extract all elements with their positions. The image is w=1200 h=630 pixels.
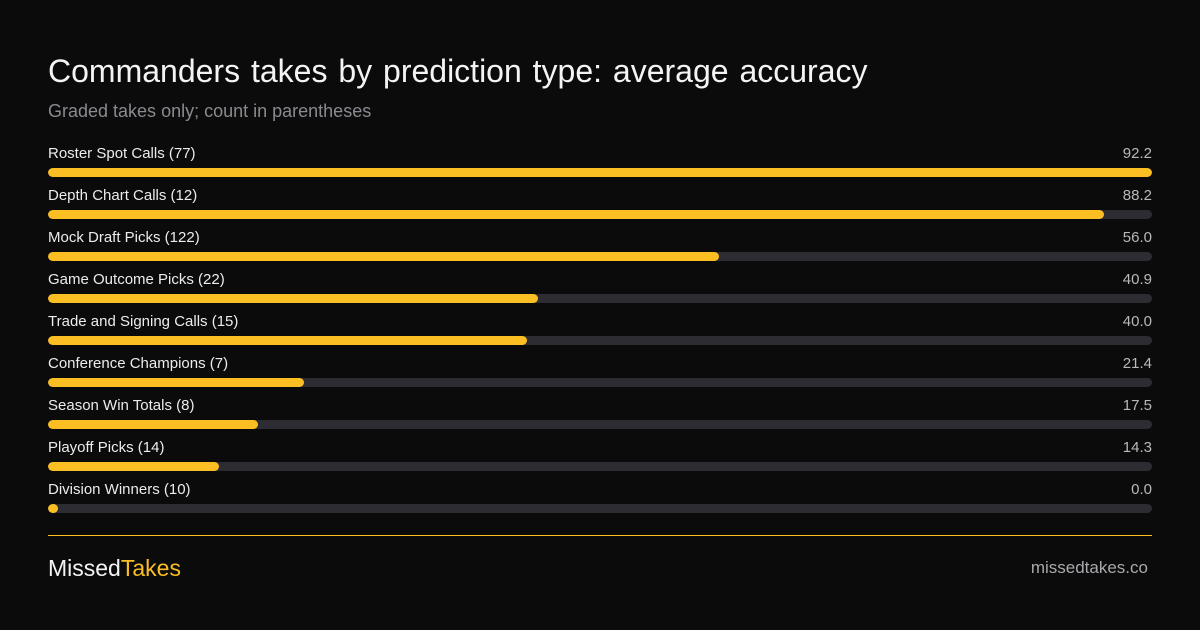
bar-value-label: 56.0 — [1122, 229, 1152, 246]
bar-track — [48, 294, 1152, 303]
bar-row: Mock Draft Picks (122) 56.0 — [48, 229, 1152, 271]
bar-track — [48, 378, 1152, 387]
bar-fill — [48, 210, 1105, 219]
bar-track — [48, 210, 1152, 219]
bar-fill — [48, 336, 527, 345]
brand-logo-part-missed: Missed — [48, 555, 121, 581]
bar-track — [48, 168, 1152, 177]
bar-value-label: 40.0 — [1122, 313, 1152, 330]
bar-value-label: 17.5 — [1122, 397, 1152, 414]
bar-row: Trade and Signing Calls (15) 40.0 — [48, 313, 1152, 355]
bar-value-label: 21.4 — [1122, 355, 1152, 372]
bar-label: Season Win Totals (8) — [48, 397, 195, 414]
bar-row: Conference Champions (7) 21.4 — [48, 355, 1152, 397]
bar-row: Game Outcome Picks (22) 40.9 — [48, 271, 1152, 313]
bar-value-label: 0.0 — [1131, 481, 1152, 498]
bar-label: Game Outcome Picks (22) — [48, 271, 225, 288]
bar-track — [48, 420, 1152, 429]
bar-value-label: 88.2 — [1122, 187, 1152, 204]
bar-fill — [48, 252, 719, 261]
bar-row: Depth Chart Calls (12) 88.2 — [48, 187, 1152, 229]
bar-track — [48, 504, 1152, 513]
footer-divider — [48, 535, 1152, 536]
bar-label: Trade and Signing Calls (15) — [48, 313, 239, 330]
bar-track — [48, 336, 1152, 345]
bar-label: Division Winners (10) — [48, 481, 191, 498]
bar-label: Conference Champions (7) — [48, 355, 229, 372]
bar-track — [48, 252, 1152, 261]
bar-label: Mock Draft Picks (122) — [48, 229, 200, 246]
bar-fill — [48, 168, 1152, 177]
bar-fill — [48, 462, 220, 471]
brand-logo-part-takes: Takes — [120, 555, 181, 581]
bar-track — [48, 462, 1152, 471]
bar-row: Division Winners (10) 0.0 — [48, 481, 1152, 523]
bar-value-label: 40.9 — [1122, 271, 1152, 288]
chart-title: Commanders takes by prediction type: ave… — [48, 53, 868, 89]
bar-chart: Roster Spot Calls (77) 92.2 Depth Chart Ca… — [48, 145, 1152, 523]
bar-row: Season Win Totals (8) 17.5 — [48, 397, 1152, 439]
bar-value-label: 14.3 — [1122, 439, 1152, 456]
bar-fill — [48, 420, 258, 429]
bar-value-label: 92.2 — [1122, 145, 1152, 162]
bar-row: Playoff Picks (14) 14.3 — [48, 439, 1152, 481]
bar-fill — [48, 378, 305, 387]
bar-label: Roster Spot Calls (77) — [48, 145, 196, 162]
chart-subtitle: Graded takes only; count in parentheses — [48, 101, 372, 121]
bar-label: Depth Chart Calls (12) — [48, 187, 198, 204]
bar-row: Roster Spot Calls (77) 92.2 — [48, 145, 1152, 187]
brand-logo: MissedTakes — [48, 554, 181, 582]
bar-fill — [48, 504, 58, 513]
bar-label: Playoff Picks (14) — [48, 439, 165, 456]
bar-fill — [48, 294, 538, 303]
site-url: missedtakes.co — [1030, 558, 1148, 577]
